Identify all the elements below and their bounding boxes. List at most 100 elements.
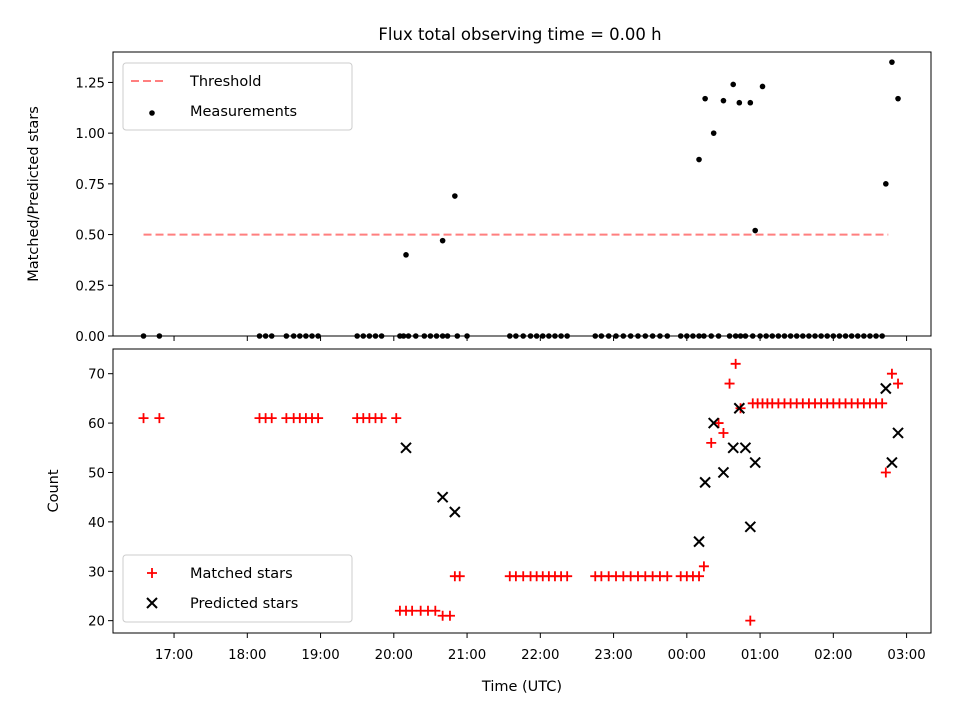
measurement-point <box>677 333 684 339</box>
matched-point <box>745 615 756 626</box>
legend-predicted-marker <box>146 597 158 609</box>
measurement-point <box>895 95 901 102</box>
matched-point <box>713 418 724 429</box>
matched-point <box>430 605 441 616</box>
series-matched-stars <box>138 358 904 626</box>
y-tick-label: 1.00 <box>75 127 105 142</box>
measurement-point <box>372 333 379 339</box>
measurement-point <box>564 333 570 339</box>
x-tick-label: 23:00 <box>594 648 632 663</box>
measurement-point <box>268 333 275 339</box>
legend: Matched stars Predicted stars <box>122 554 353 623</box>
measurement-point <box>558 333 564 339</box>
measurement-point <box>752 227 758 234</box>
measurement-point <box>366 333 373 339</box>
measurement-point <box>262 333 269 339</box>
measurement-point <box>439 237 446 244</box>
x-tick-label: 17:00 <box>155 648 193 663</box>
measurement-point <box>403 252 409 258</box>
matched-point <box>698 561 709 572</box>
top-panel: 0.00 0.25 0.50 0.75 1.00 1.25 Matched/Predicte… <box>26 51 932 345</box>
measurement-point <box>620 333 627 339</box>
measurement-point <box>520 333 527 339</box>
matched-point <box>694 571 705 582</box>
measurement-point <box>867 333 873 339</box>
measurement-point <box>527 333 534 339</box>
measurement-point <box>715 333 722 339</box>
legend-label: Measurements <box>190 104 297 120</box>
matched-point <box>454 571 465 582</box>
measurement-point <box>696 333 702 339</box>
measurement-point <box>793 333 800 339</box>
matched-point <box>877 398 888 409</box>
measurement-point <box>736 99 743 106</box>
measurement-point <box>684 333 690 339</box>
series-measurements <box>140 59 901 339</box>
x-tick-label: 20:00 <box>375 648 413 663</box>
matched-point <box>730 358 741 369</box>
measurement-point <box>690 333 696 339</box>
measurement-point <box>303 333 309 339</box>
x-tick-label: 22:00 <box>521 648 559 663</box>
measurement-point <box>702 95 708 102</box>
legend-matched-marker <box>147 568 157 578</box>
measurement-point <box>360 333 367 339</box>
x-tick-label: 21:00 <box>448 648 486 663</box>
measurement-point <box>405 333 412 339</box>
measurement-point <box>730 81 737 88</box>
measurement-point <box>889 59 895 65</box>
measurement-point <box>787 333 794 339</box>
measurement-point <box>378 333 385 339</box>
y-axis-label: Count <box>46 469 62 512</box>
measurement-point <box>737 333 744 339</box>
matched-point <box>407 605 418 616</box>
x-tick-label: 02:00 <box>814 648 852 663</box>
measurement-point <box>848 333 855 339</box>
y-tick-label: 0.25 <box>75 279 105 294</box>
matched-point <box>376 413 387 424</box>
measurement-point <box>464 333 470 339</box>
matched-point <box>313 413 324 424</box>
measurement-point <box>775 333 782 339</box>
x-tick-label: 19:00 <box>301 648 339 663</box>
matched-point <box>886 368 897 379</box>
measurement-point <box>757 333 763 339</box>
measurement-point <box>427 333 434 339</box>
matched-point <box>562 571 573 582</box>
measurement-point <box>354 333 360 339</box>
legend-box <box>122 62 353 131</box>
y-tick-label: 0.00 <box>75 330 105 345</box>
predicted-point <box>892 427 904 439</box>
measurement-point <box>830 333 837 339</box>
measurement-point <box>283 333 290 339</box>
measurement-point <box>533 333 540 339</box>
measurement-point <box>824 333 831 339</box>
measurement-point <box>513 333 519 339</box>
measurement-point <box>598 333 605 339</box>
bottom-panel: 20 30 40 50 60 70 17:00 18:00 19:00 20:00 21:00 22:… <box>46 348 932 695</box>
measurement-point <box>818 333 824 339</box>
legend-label: Matched stars <box>190 566 293 582</box>
measurement-point <box>747 99 754 106</box>
measurement-point <box>732 333 739 339</box>
measurement-point <box>613 333 619 339</box>
measurement-point <box>642 333 649 339</box>
matched-point <box>893 378 904 389</box>
matched-point <box>880 467 891 478</box>
predicted-point <box>739 442 752 454</box>
measurement-point <box>879 333 885 339</box>
y-axis-label: Matched/Predicted stars <box>26 106 42 282</box>
measurement-point <box>315 333 321 339</box>
predicted-point <box>699 476 711 489</box>
measurement-point <box>842 333 849 339</box>
measurement-point <box>836 333 843 339</box>
measurement-point <box>781 333 788 339</box>
measurement-point <box>883 181 889 187</box>
matched-point <box>718 427 729 438</box>
measurement-point <box>812 333 818 339</box>
legend-label: Threshold <box>189 74 261 90</box>
matched-point <box>266 413 277 424</box>
predicted-point <box>400 442 412 454</box>
legend-label: Predicted stars <box>190 596 298 612</box>
